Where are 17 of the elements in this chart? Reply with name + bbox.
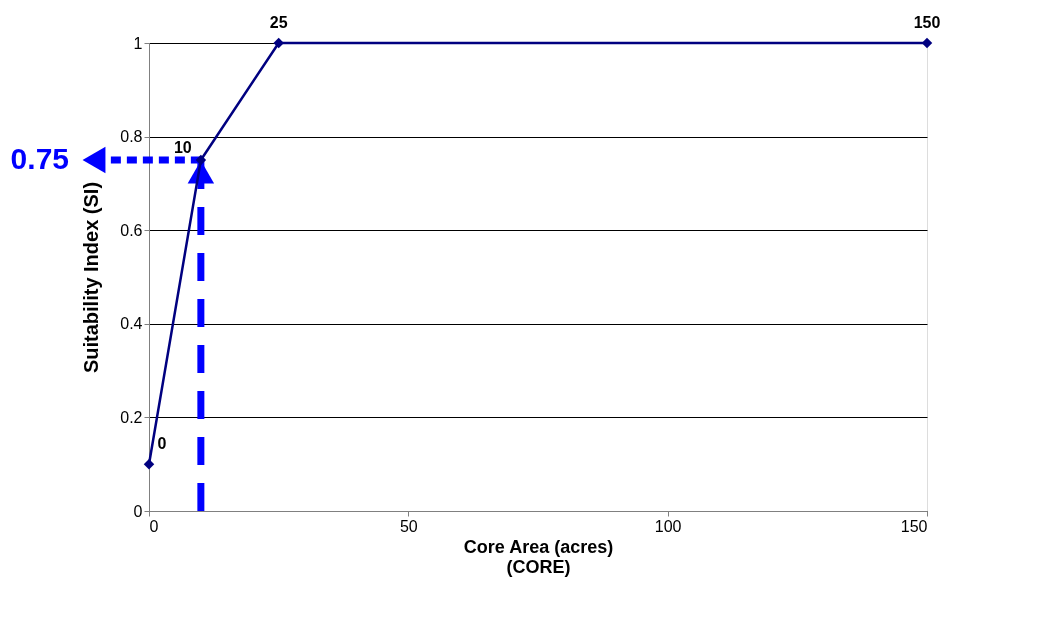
- x-tick-label: 100: [654, 517, 682, 535]
- y-tick-label: 0.2: [120, 408, 143, 426]
- y-tick-label: 1: [133, 34, 143, 52]
- annotation: 10: [173, 139, 192, 156]
- x-tick-label: 150: [900, 517, 928, 535]
- y-tick-label: 0.8: [120, 128, 143, 146]
- x-tick-label: 0: [149, 517, 159, 535]
- x-axis-title: Core Area (acres) (CORE): [463, 536, 614, 577]
- ref-line-label: 0.75: [10, 142, 69, 175]
- annotation: 0: [157, 435, 167, 453]
- y-tick-label: 0.4: [120, 315, 143, 333]
- y-tick-label: 0.6: [120, 221, 143, 239]
- x-tick-label: 50: [399, 517, 418, 535]
- y-axis-title: Suitability Index (SI): [80, 181, 103, 374]
- annotation: 25: [269, 14, 288, 31]
- annotation: 150: [913, 14, 941, 31]
- y-tick-label: 0: [133, 502, 143, 520]
